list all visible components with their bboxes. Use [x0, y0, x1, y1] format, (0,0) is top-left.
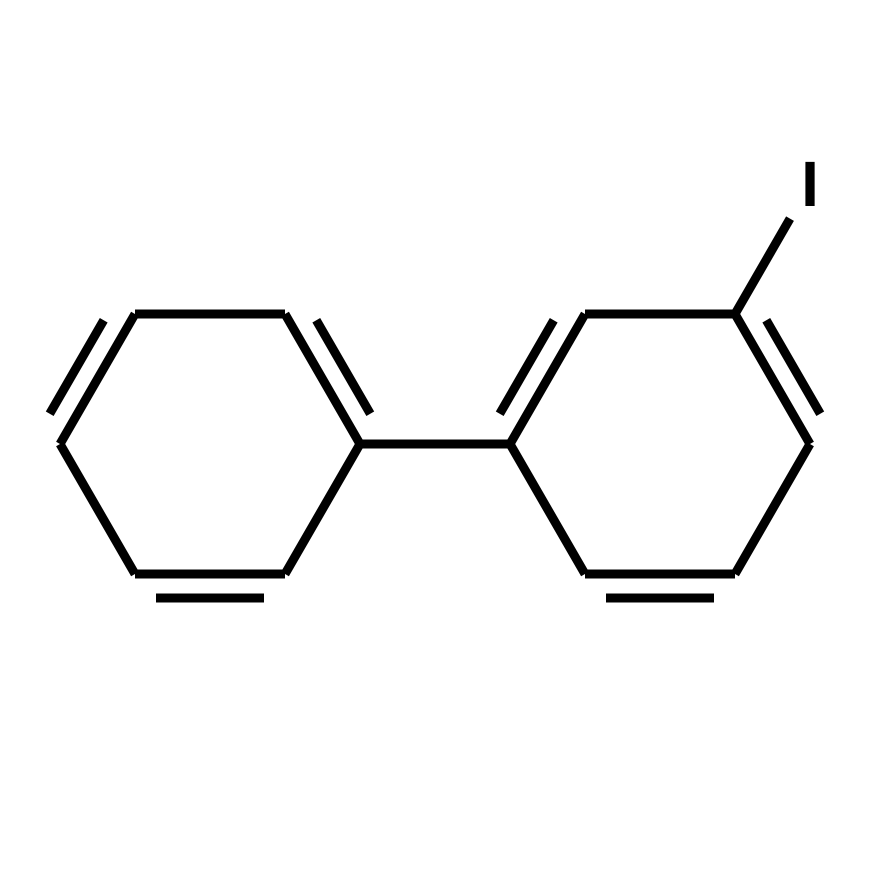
bond-line: [60, 444, 135, 574]
bond-line: [50, 320, 104, 414]
bond-line: [735, 219, 790, 314]
bond-line: [285, 444, 360, 574]
atom-label-i: I: [801, 148, 819, 220]
bond-line: [766, 320, 820, 414]
bond-line: [316, 320, 370, 414]
bond-line: [500, 320, 554, 414]
molecule-diagram: I: [0, 0, 890, 890]
bond-line: [510, 444, 585, 574]
bond-line: [735, 444, 810, 574]
